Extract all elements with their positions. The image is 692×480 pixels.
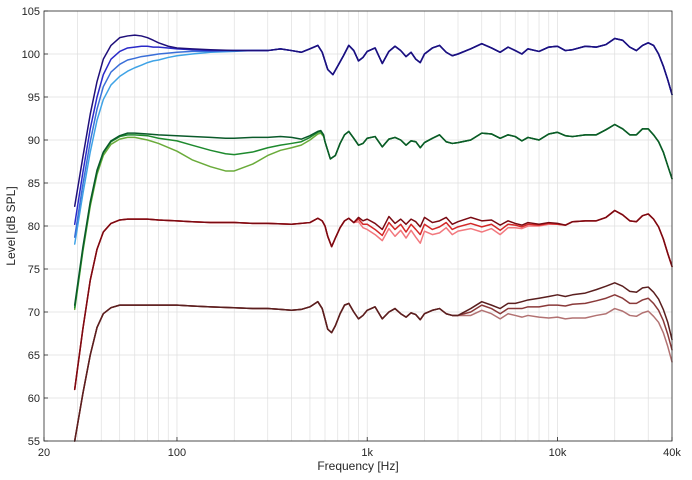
x-tick-label: 100: [168, 447, 186, 459]
x-axis-title: Frequency [Hz]: [317, 459, 398, 473]
y-tick-label: 55: [28, 436, 40, 448]
x-tick-label: 20: [38, 447, 50, 459]
y-tick-label: 80: [28, 221, 40, 233]
grid-lines: [44, 10, 672, 442]
x-tick-label: 10k: [549, 447, 567, 459]
series-line-green-1: [73, 123, 673, 306]
series-layer: [73, 34, 673, 442]
y-axis-title: Level [dB SPL]: [4, 186, 18, 265]
series-group-brown: [73, 282, 673, 442]
y-axis-ticks: 55 60 65 70 75 80 85 90 95 100 105: [22, 6, 48, 448]
x-tick-label: 1k: [361, 447, 373, 459]
x-axis-ticks: 20 100 1k 10k 40k: [38, 437, 681, 459]
y-tick-label: 95: [28, 92, 40, 104]
series-group-blue: [73, 34, 673, 245]
y-tick-label: 75: [28, 264, 40, 276]
series-line-red-1: [73, 209, 673, 391]
series-group-green: [73, 123, 673, 311]
series-line-blue-1: [73, 34, 673, 207]
y-tick-label: 70: [28, 307, 40, 319]
y-tick-label: 100: [22, 49, 40, 61]
y-tick-label: 60: [28, 393, 40, 405]
series-line-brown-1: [73, 282, 673, 442]
series-group-red: [73, 209, 673, 391]
y-tick-label: 85: [28, 178, 40, 190]
x-tick-label: 40k: [663, 447, 681, 459]
y-tick-label: 90: [28, 135, 40, 147]
y-tick-label: 65: [28, 350, 40, 362]
y-tick-label: 105: [22, 6, 40, 18]
